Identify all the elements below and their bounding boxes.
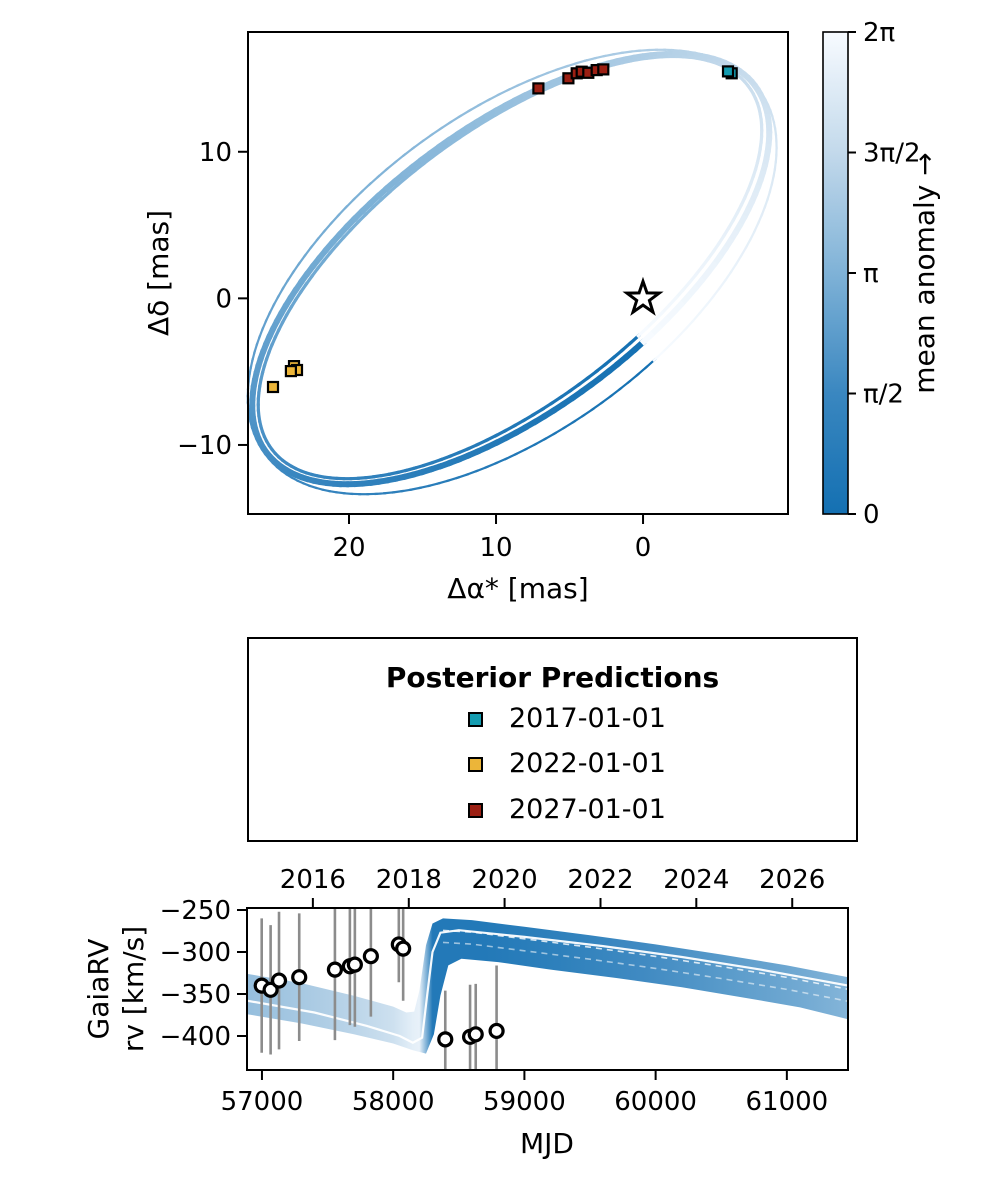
colorbar-tick-label: 2π <box>863 18 895 48</box>
rv-x-tick-label: 61000 <box>745 1087 828 1117</box>
rv-year-tick-label: 2018 <box>376 865 442 895</box>
rv-data-point <box>362 948 379 965</box>
rv-data-point <box>488 1022 505 1040</box>
legend-item-2022: 2022-01-01 <box>468 749 666 779</box>
rv-panel: 57000 58000 59000 60000 61000 2016 2018 2020 202… <box>82 865 849 1160</box>
rv-x-tick-label: 58000 <box>352 1087 435 1117</box>
legend-box: Posterior Predictions 2017-01-01 2022-01… <box>247 637 858 842</box>
orbit-frame <box>247 31 789 515</box>
rv-x-tick-label: 57000 <box>221 1087 304 1117</box>
prediction-marker-2022-01-01 <box>284 365 297 378</box>
colorbar-label: mean anomaly → <box>908 152 941 394</box>
orbit-yaxis-label: Δδ [mas] <box>142 210 175 336</box>
rv-year-tick-label: 2016 <box>280 865 346 895</box>
colorbar-gradient <box>822 31 849 515</box>
rv-year-tick-label: 2022 <box>567 865 633 895</box>
rv-yaxis-label-line2: rv [km/s] <box>117 926 150 1052</box>
rv-year-tick-label: 2024 <box>663 865 729 895</box>
colorbar-tick-label: π <box>863 259 879 289</box>
legend-item-2027: 2027-01-01 <box>468 795 666 825</box>
prediction-marker-2022-01-01 <box>266 380 280 394</box>
legend-swatch-2022-icon <box>468 756 483 772</box>
orbit-sample-0-segment <box>639 331 655 346</box>
legend-swatch-2017-icon <box>468 711 483 727</box>
rv-sample-line <box>248 929 847 1044</box>
rv-frame <box>246 907 849 1071</box>
orbit-panel: 20 10 0 10 0 −10 Δα* [mas] Δδ [mas] 2π 3π/2 π π/… <box>142 18 941 605</box>
rv-x-tick-label: 60000 <box>614 1087 697 1117</box>
colorbar-tick-label: π/2 <box>863 380 904 410</box>
orbit-y-tick-label: −10 <box>177 431 232 461</box>
legend-title: Posterior Predictions <box>385 661 720 694</box>
rv-data-point <box>346 956 363 973</box>
prediction-marker-2017-01-01 <box>721 65 735 78</box>
orbit-x-tick-label: 10 <box>479 533 512 563</box>
rv-y-tick-label: −350 <box>160 980 231 1010</box>
rv-yaxis-label-line1: GaiaRV <box>82 939 115 1040</box>
legend-label-2022: 2022-01-01 <box>509 748 666 779</box>
rv-data-point <box>395 940 412 957</box>
orbit-sample-2-segment <box>636 325 649 339</box>
rv-sample-dashed-line <box>442 941 847 1002</box>
prediction-marker-2027-01-01 <box>532 82 545 95</box>
orbit-xaxis-label: Δα* [mas] <box>447 572 588 605</box>
orbit-posterior-band <box>246 48 778 496</box>
rv-xaxis-label: MJD <box>520 1127 574 1160</box>
prediction-marker-2027-01-01 <box>597 63 610 76</box>
orbit-x-tick-label: 0 <box>635 533 652 563</box>
colorbar-tick-label: 3π/2 <box>863 139 921 169</box>
rv-band-polygon <box>248 918 847 1054</box>
rv-posterior-band <box>248 918 847 1054</box>
rv-axes: 57000 58000 59000 60000 61000 2016 2018 2020 202… <box>160 865 849 1117</box>
rv-data-points <box>253 936 505 1048</box>
rv-y-tick-label: −300 <box>160 938 231 968</box>
orbit-y-tick-label: 10 <box>199 138 232 168</box>
host-star-marker <box>622 276 664 316</box>
colorbar-tick-label: 0 <box>863 500 880 530</box>
orbit-y-tick-label: 0 <box>215 284 232 314</box>
legend-label-2027: 2027-01-01 <box>509 794 666 825</box>
rv-data-point <box>437 1031 454 1048</box>
rv-data-point <box>326 961 344 978</box>
rv-y-tick-label: −400 <box>160 1022 231 1052</box>
rv-sample-dashed-line <box>442 929 847 990</box>
rv-data-point <box>270 972 288 989</box>
rv-x-tick-label: 59000 <box>483 1087 566 1117</box>
rv-year-tick-label: 2026 <box>759 865 825 895</box>
rv-y-tick-label: −250 <box>160 896 231 926</box>
legend-swatch-2027-icon <box>468 802 483 818</box>
star-icon <box>622 276 664 316</box>
orbit-axes: 20 10 0 10 0 −10 <box>177 31 789 563</box>
rv-data-point <box>291 969 308 986</box>
rv-year-tick-label: 2020 <box>472 865 538 895</box>
legend-label-2017: 2017-01-01 <box>509 703 666 734</box>
orbit-sample-1-segment <box>652 350 665 363</box>
rv-data-point <box>467 1026 484 1043</box>
legend-item-2017: 2017-01-01 <box>468 704 666 734</box>
orbit-x-tick-label: 20 <box>332 533 365 563</box>
colorbar: 2π 3π/2 π π/2 0 <box>822 18 921 530</box>
orbit-prediction-markers <box>266 63 738 394</box>
